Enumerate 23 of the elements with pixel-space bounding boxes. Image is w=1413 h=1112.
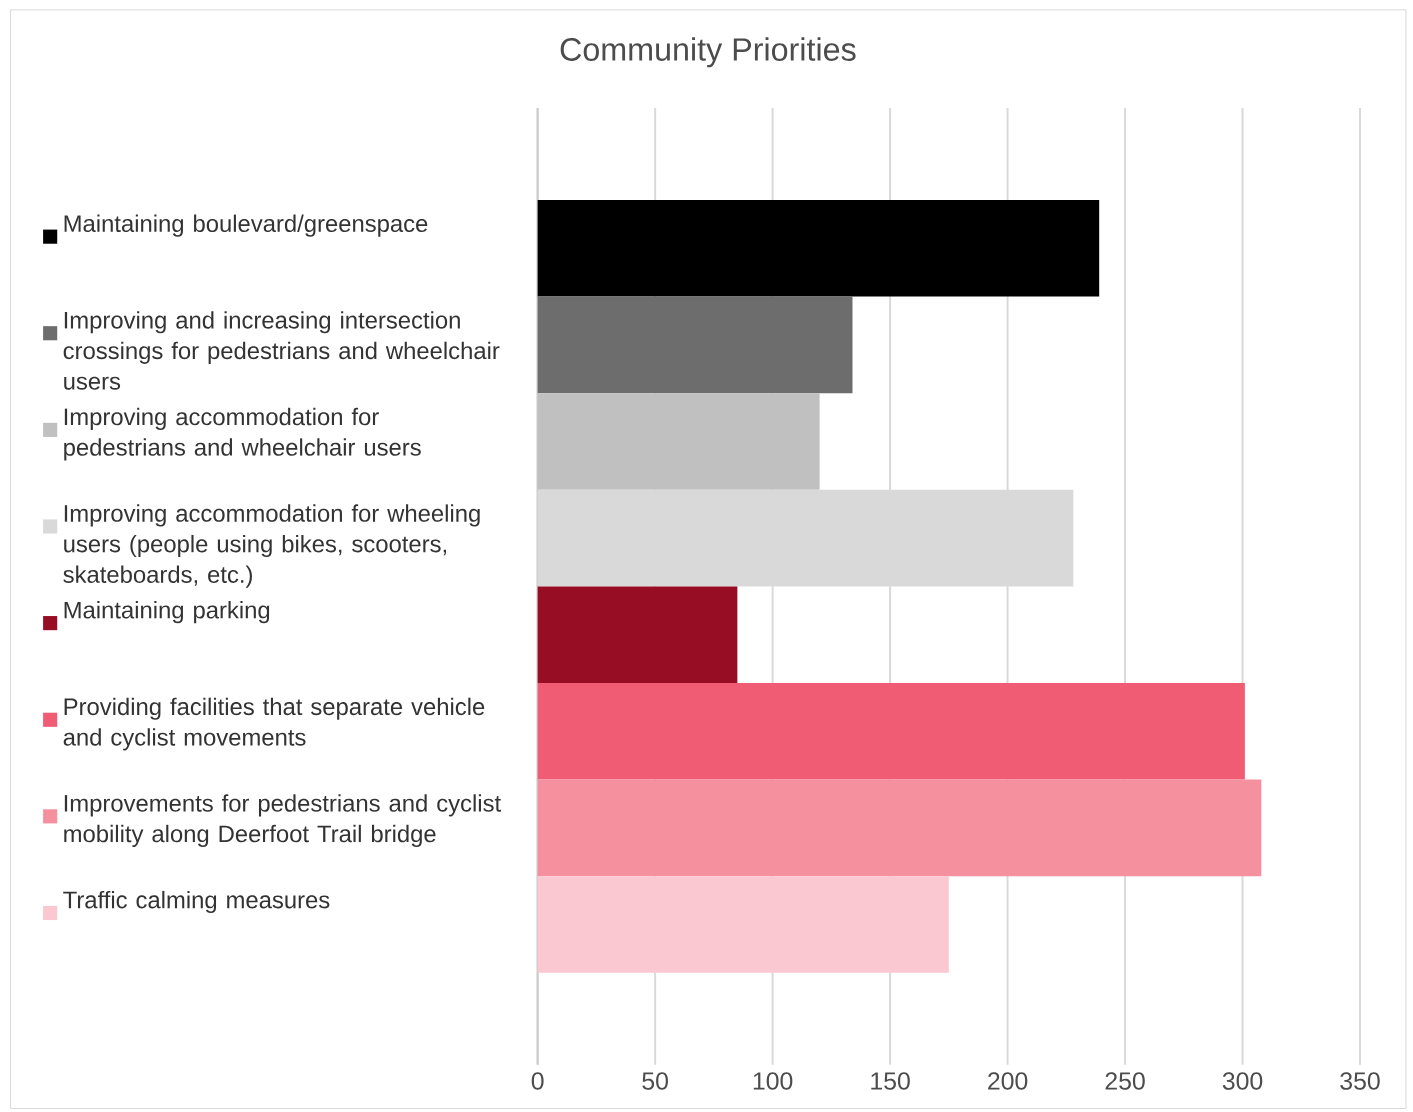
legend-label: Improving accommodation for wheeling users (people using bikes, scooters, skateboards, etc.)	[63, 504, 480, 588]
bar	[537, 296, 853, 394]
legend-label: Improving and increasing intersection crossings for pedestrians and wheelchair users	[63, 311, 500, 390]
legend-label: Maintaining parking	[64, 601, 270, 624]
x-tick-label: 150	[871, 1072, 910, 1090]
legend-label: Providing facilities that separate vehicle and cyclist movements	[63, 697, 485, 751]
x-tick-label: 350	[1340, 1072, 1380, 1090]
bar	[537, 199, 1100, 297]
x-tick-label: 50	[642, 1072, 668, 1090]
legend-label: Improvements for pedestrians and cyclist mobility along Deerfoot Trail bridge	[64, 794, 501, 847]
x-tick-label: 200	[988, 1072, 1028, 1090]
x-tick-label: 100	[753, 1072, 793, 1090]
chart-title: Community Priorities	[560, 37, 856, 68]
bar	[537, 779, 1262, 877]
bar	[537, 683, 1245, 780]
legend-label: Traffic calming measures	[63, 890, 330, 914]
x-tick-label: 300	[1222, 1072, 1263, 1090]
x-tick-label: 250	[1105, 1072, 1145, 1090]
x-tick-label: 0	[531, 1072, 544, 1090]
legend-label: Maintaining boulevard/greenspace	[64, 214, 428, 237]
bar	[537, 876, 949, 973]
legend-label: Improving accommodation for pedestrians and wheelchair users	[64, 407, 421, 461]
bar	[537, 586, 738, 683]
